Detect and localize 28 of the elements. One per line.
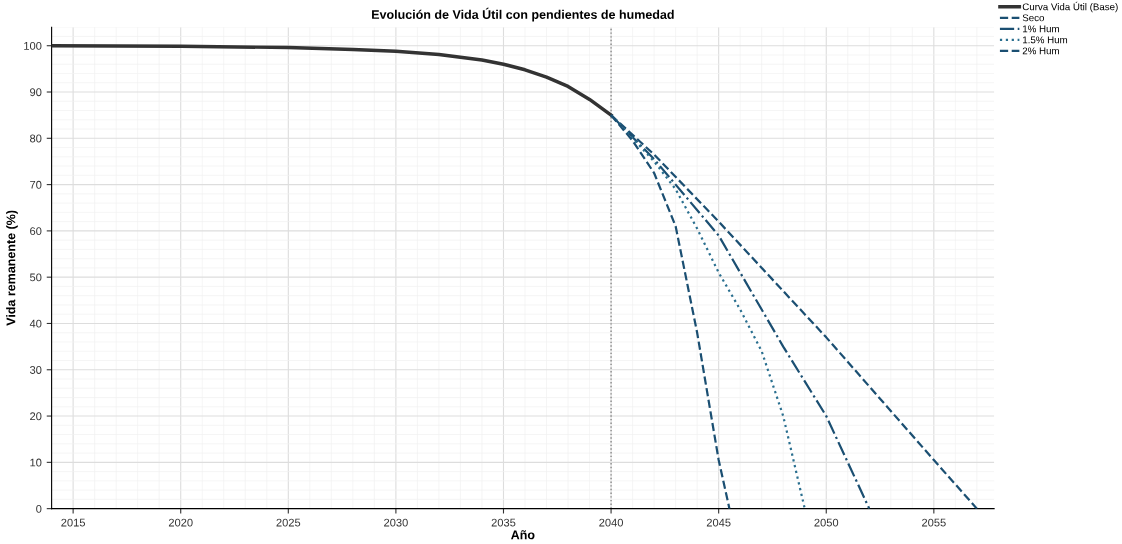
y-tick-label: 20: [30, 412, 42, 421]
y-tick-label: 0: [36, 504, 42, 513]
x-axis-title: Año: [511, 530, 535, 540]
legend-label: 1% Hum: [1023, 25, 1059, 33]
x-tick-label: 2055: [922, 518, 946, 527]
x-tick-label: 2035: [491, 518, 516, 527]
y-tick-label: 50: [29, 273, 42, 282]
y-tick-label: 80: [30, 134, 42, 143]
x-tick-label: 2040: [599, 518, 623, 527]
legend-label: 2% Hum: [1022, 47, 1059, 55]
legend-label: Curva Vida Útil (Base): [1022, 1, 1118, 13]
x-tick-label: 2020: [168, 518, 193, 527]
y-tick-label: 30: [29, 366, 42, 374]
chart-title: Evolución de Vida Útil con pendientes de humedad: [372, 7, 674, 22]
y-tick-label: 40: [29, 319, 42, 328]
x-tick-label: 2025: [276, 518, 301, 527]
y-tick-label: 60: [30, 227, 42, 236]
y-tick-label: 10: [30, 458, 42, 467]
x-tick-label: 2015: [61, 518, 86, 527]
legend-label: 1.5% Hum: [1023, 36, 1068, 44]
x-tick-label: 2045: [706, 518, 731, 527]
y-tick-label: 90: [30, 88, 42, 97]
y-tick-label: 100: [24, 41, 42, 50]
y-axis-title: Vida remanente (%): [6, 210, 18, 326]
legend-label: Seco: [1022, 14, 1045, 22]
y-tick-label: 70: [30, 180, 42, 189]
x-tick-label: 2050: [814, 518, 839, 527]
x-tick-label: 2030: [384, 518, 408, 527]
